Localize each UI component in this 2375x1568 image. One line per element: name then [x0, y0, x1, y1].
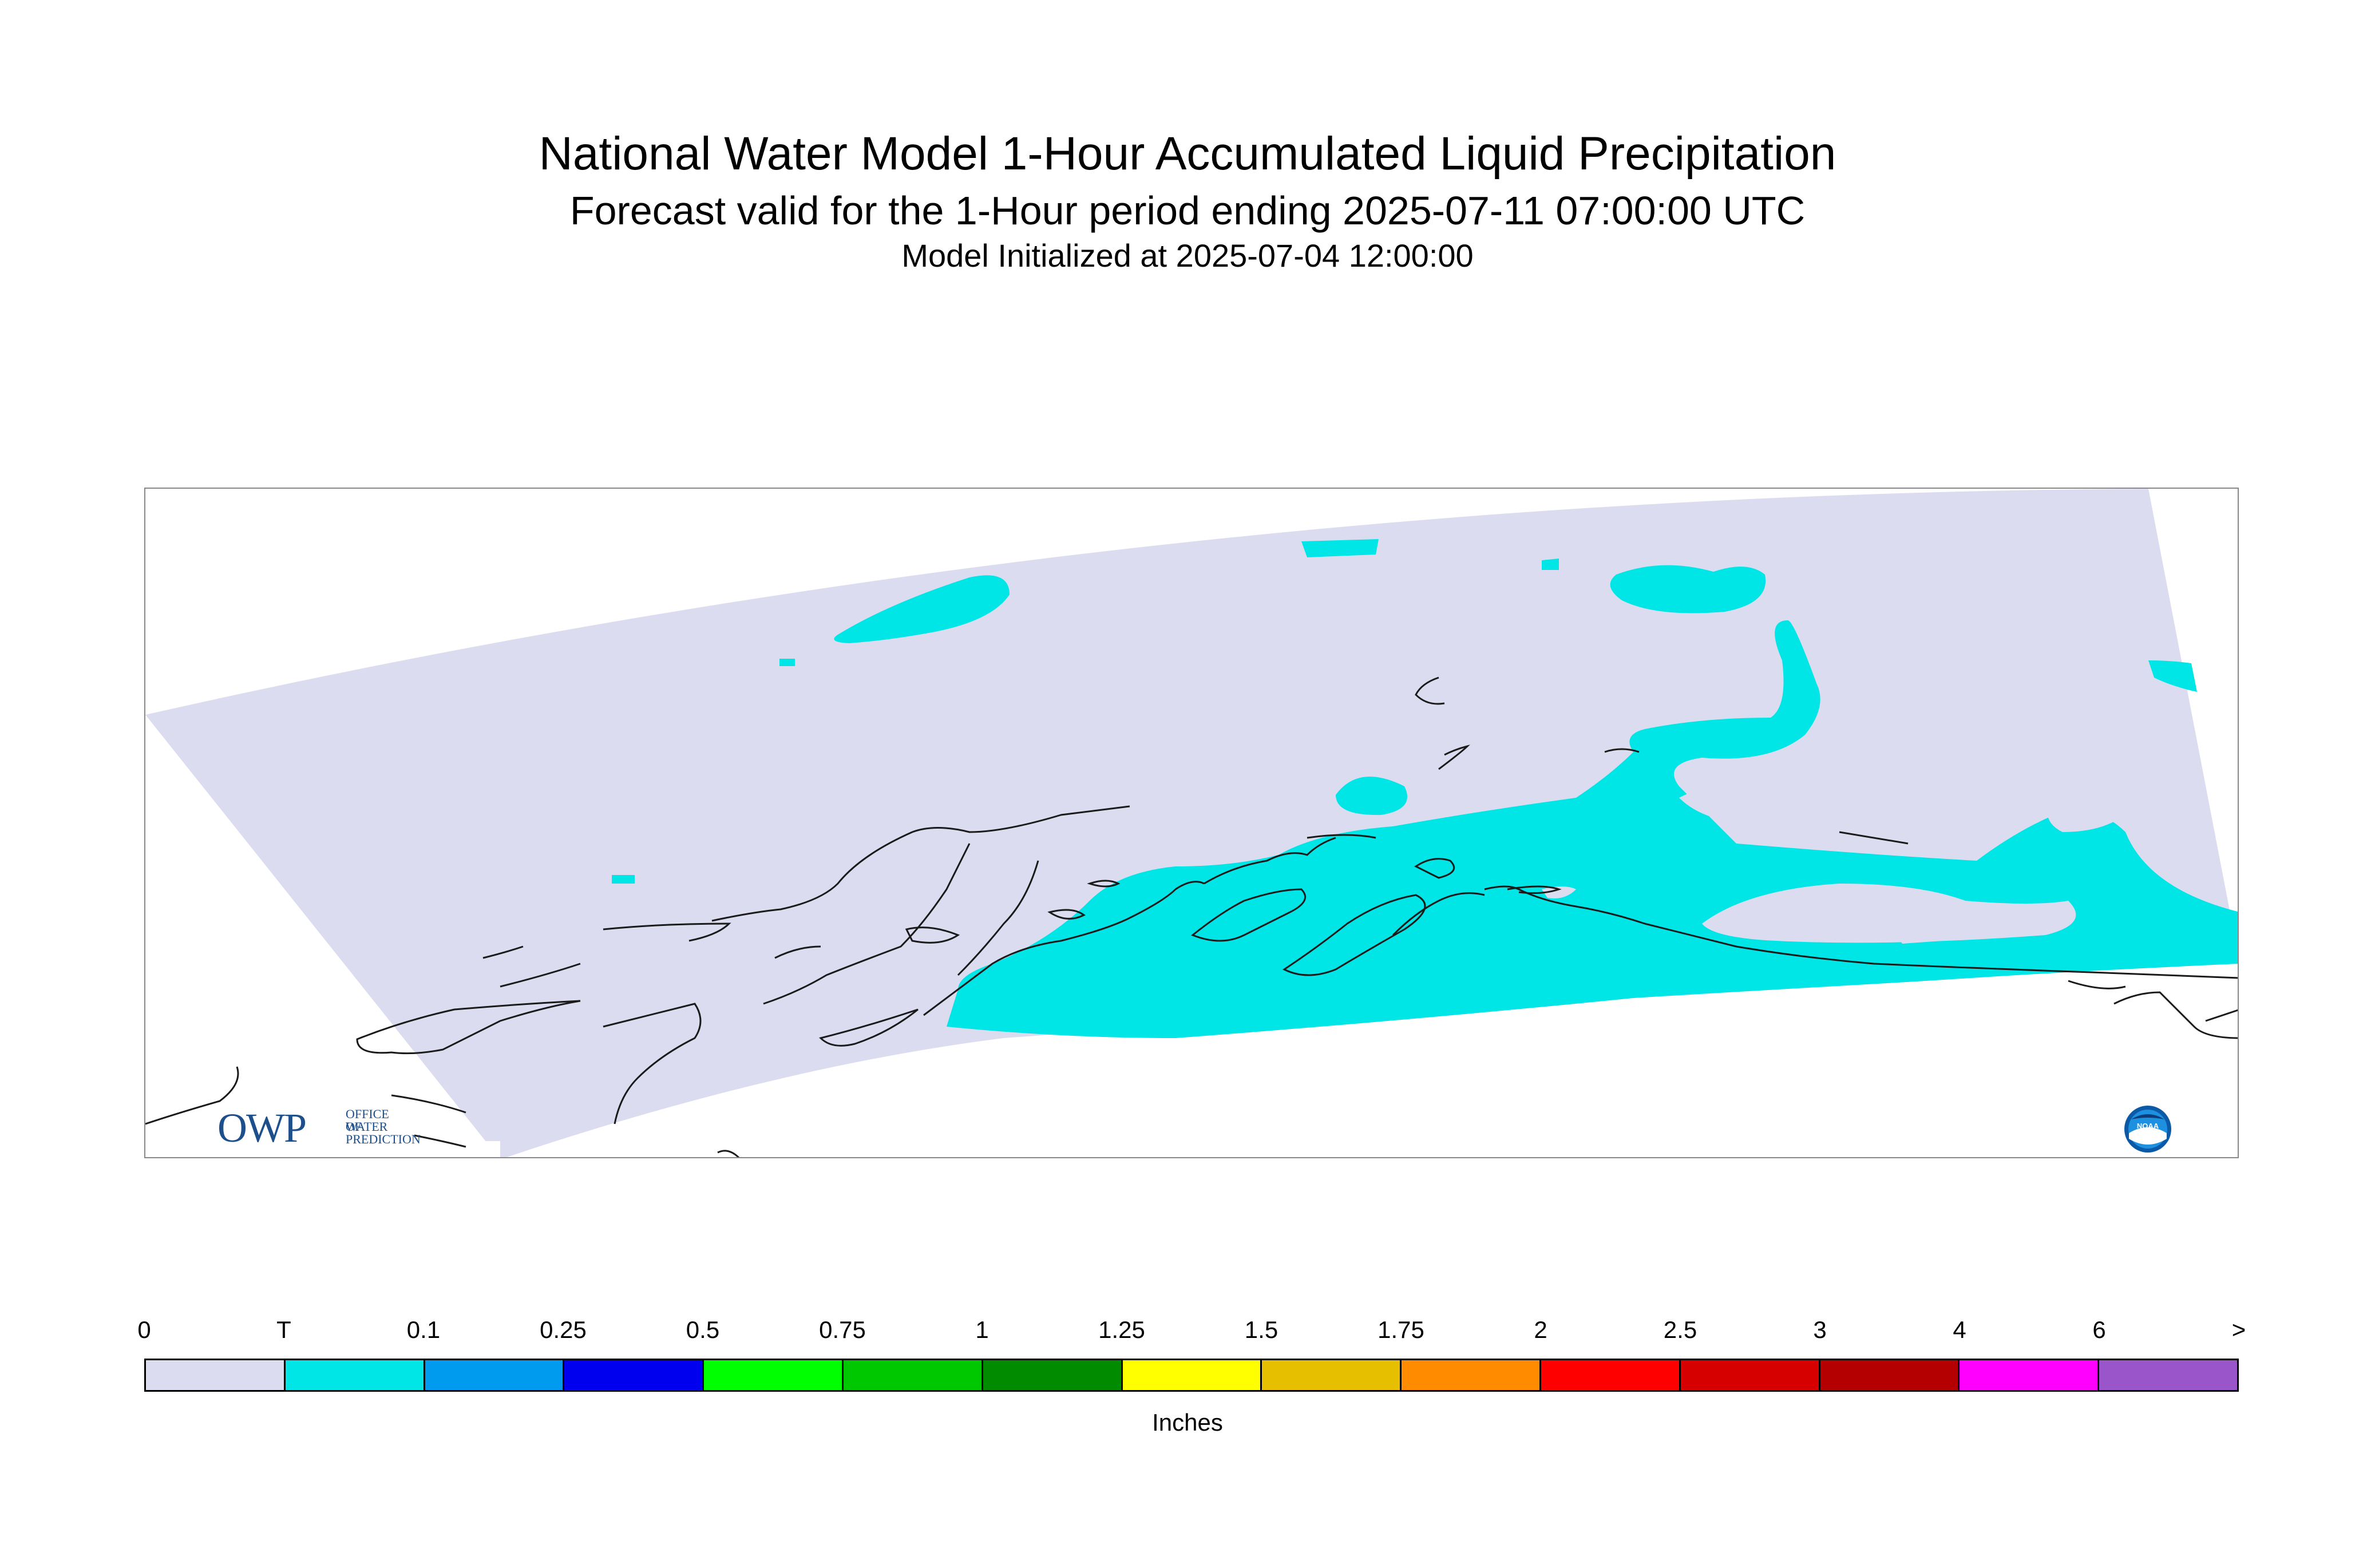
noaa-logo-text: NOAA [2137, 1122, 2159, 1130]
legend-swatch [1122, 1360, 1262, 1390]
legend-swatch [1820, 1360, 1960, 1390]
dry-area [1542, 886, 1576, 898]
legend-tick-label: 0.25 [540, 1316, 587, 1343]
dry-area [2047, 794, 2131, 832]
legend-swatch [146, 1360, 286, 1390]
legend-tick-label: 6 [2092, 1316, 2106, 1343]
legend-tick-label: 1 [975, 1316, 989, 1343]
coastline [957, 860, 1039, 976]
coastline [145, 1066, 239, 1125]
owp-logo-line: PREDICTION [346, 1132, 421, 1146]
owp-logo-line: OFFICE OF [346, 1107, 389, 1134]
dry-area [1702, 884, 2076, 943]
precip-area [1610, 565, 1766, 613]
legend-tick-label: 0.1 [406, 1316, 441, 1343]
coastline [482, 945, 581, 988]
coastline [819, 1008, 919, 1047]
coastline [717, 1150, 740, 1157]
precip-area [1301, 539, 1379, 557]
coastline [1204, 837, 1336, 885]
legend-swatch [1680, 1360, 1820, 1390]
coastline [1438, 745, 1470, 770]
legend-tick-label: 0.5 [686, 1316, 720, 1343]
precip-area [1542, 559, 1559, 570]
legend-swatch [285, 1360, 425, 1390]
coastline [711, 805, 1130, 922]
dry-areas [1336, 683, 2131, 944]
legend-swatch [425, 1360, 565, 1390]
legend-tick-label: 4 [1953, 1316, 1966, 1343]
legend-tick-label: 3 [1813, 1316, 1827, 1343]
map-subtitle: Forecast valid for the 1-Hour period end… [569, 188, 1806, 233]
coastline [603, 922, 731, 942]
legend-tick-label: 0.75 [819, 1316, 866, 1343]
coastline [2068, 980, 2126, 989]
coastline [2205, 1009, 2238, 1022]
model-init-time: Model Initialized at 2025-07-04 12:00:00 [901, 237, 1474, 274]
legend-tick-label: 1.25 [1098, 1316, 1145, 1343]
legend-swatch [2099, 1360, 2237, 1390]
legend-swatch [1960, 1360, 2100, 1390]
coastline [1839, 831, 1909, 845]
coastline [603, 1003, 702, 1124]
legend-tick-label: 1.5 [1244, 1316, 1278, 1343]
legend-swatch [1402, 1360, 1541, 1390]
coastline [774, 945, 821, 959]
legend-tick-label: T [276, 1316, 291, 1343]
coastlines [145, 676, 2238, 1157]
coastline [391, 1094, 466, 1114]
legend-swatch [704, 1360, 844, 1390]
coastline [1415, 676, 1445, 705]
precip-area [779, 659, 795, 666]
coastline [2113, 991, 2238, 1039]
coastline [356, 1000, 581, 1055]
coastline [414, 1134, 466, 1148]
legend-swatch [983, 1360, 1123, 1390]
coastline [1087, 880, 1121, 888]
legend-tick-label: 1.75 [1378, 1316, 1424, 1343]
coastline [1047, 909, 1086, 920]
coastline [1392, 892, 1485, 936]
map-panel [144, 488, 2239, 1158]
precipitation-map [145, 489, 2238, 1157]
precip-area [1336, 777, 1407, 815]
coastline [1484, 885, 2238, 979]
legend-tick-label: > [2231, 1316, 2246, 1343]
dry-area [1679, 762, 1965, 829]
coastline [1414, 858, 1455, 879]
coastline [1604, 748, 1640, 753]
precip-area [834, 575, 1010, 643]
legend-tick-label: 0 [137, 1316, 151, 1343]
precip-area [612, 875, 635, 884]
coastline [905, 926, 960, 944]
dry-area [1897, 930, 1942, 944]
coastline [923, 881, 1205, 1016]
coastline [1507, 885, 1562, 894]
owp-logo-letters: OWP [217, 1105, 307, 1151]
legend-swatch [1262, 1360, 1402, 1390]
precip-area [2148, 660, 2197, 692]
coastline [1307, 834, 1376, 839]
dry-area [1336, 683, 1359, 695]
legend-colorbar [144, 1359, 2239, 1392]
map-title: National Water Model 1-Hour Accumulated … [539, 128, 1836, 180]
legend-swatch [564, 1360, 704, 1390]
legend-swatch [1541, 1360, 1681, 1390]
legend-units: Inches [1152, 1409, 1223, 1436]
noaa-logo: NOAA [2124, 1106, 2171, 1153]
legend-tick-label: 2 [1534, 1316, 1547, 1343]
owp-logo-line: WATER [346, 1119, 388, 1134]
legend-swatch [843, 1360, 983, 1390]
coastline [1282, 894, 1426, 976]
coastline [1191, 888, 1307, 942]
legend-tick-label: 2.5 [1663, 1316, 1697, 1343]
coastline [763, 843, 971, 1005]
